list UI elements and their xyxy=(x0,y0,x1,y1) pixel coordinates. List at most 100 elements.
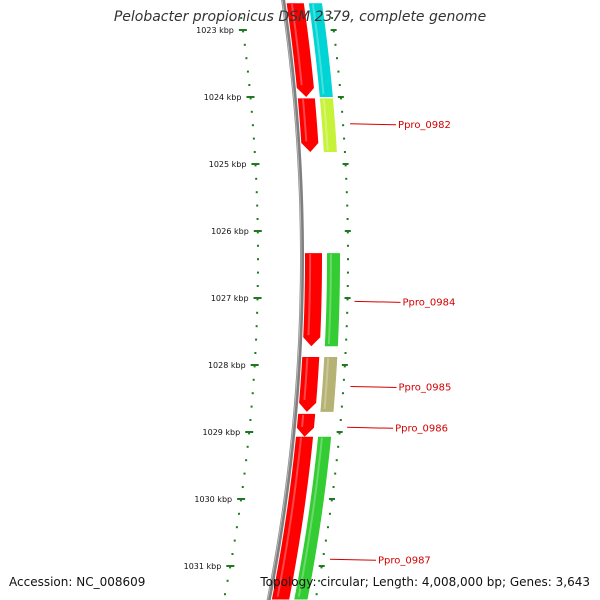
outer-ruler-tick xyxy=(342,163,349,165)
outer-ruler-tick xyxy=(344,230,351,232)
ruler-dot xyxy=(246,70,249,73)
ruler-tick-label: 1024 kbp xyxy=(204,93,242,102)
outer-ruler-dot xyxy=(330,499,333,502)
outer-ruler-dot xyxy=(346,218,349,220)
ruler-dot xyxy=(254,352,257,354)
gene-arrow xyxy=(297,98,319,152)
outer-ruler-dot xyxy=(318,579,321,582)
genome-title: Pelobacter propionicus DSM 2379, complet… xyxy=(113,9,487,25)
outer-ruler-dot xyxy=(345,338,348,341)
gene-label: Ppro_0984 xyxy=(402,297,455,308)
outer-ruler-dot xyxy=(332,30,335,33)
outer-ruler-dot xyxy=(345,325,348,328)
ruler-dot xyxy=(250,405,253,408)
outer-ruler-dot xyxy=(344,352,347,354)
gene-band xyxy=(324,253,340,347)
ruler-tick xyxy=(250,364,259,366)
gene-leader-line xyxy=(350,123,397,126)
ruler-tick-label: 1023 kbp xyxy=(196,26,234,35)
ruler-dot xyxy=(250,110,253,113)
outer-ruler-tick xyxy=(330,29,337,31)
ruler-dots xyxy=(223,17,259,596)
gene-highlight xyxy=(327,254,332,345)
outer-ruler-dot xyxy=(339,97,342,100)
ruler-dot xyxy=(248,432,251,435)
outer-ruler-dot xyxy=(347,258,349,261)
outer-ruler-dot xyxy=(315,593,318,596)
gene-highlight xyxy=(302,99,308,142)
ruler-dot xyxy=(256,298,259,301)
ruler-dot xyxy=(249,97,252,100)
gene-arrow xyxy=(286,3,314,98)
outer-ruler-dot xyxy=(332,486,335,488)
ruler-dot xyxy=(256,271,259,274)
ruler-dot xyxy=(231,553,234,555)
outer-ruler-dot xyxy=(320,566,323,569)
ruler-dot xyxy=(253,151,256,153)
ruler-dot xyxy=(251,392,254,395)
ruler-tick xyxy=(238,29,247,31)
outer-ruler-dot xyxy=(339,419,342,421)
outer-ruler-dot xyxy=(346,244,349,247)
outer-ruler-dot xyxy=(342,378,345,381)
outer-ruler-dot xyxy=(334,472,337,475)
gene-leader-line xyxy=(350,385,397,388)
gene-leader-line xyxy=(354,300,401,303)
ruler-tick-label: 1028 kbp xyxy=(208,361,246,370)
outer-ruler-dot xyxy=(337,445,340,448)
outer-ruler-dot xyxy=(346,204,349,207)
outer-ruler-dot xyxy=(322,553,325,555)
ruler-dot xyxy=(248,84,251,86)
outer-ruler-tick xyxy=(328,498,335,500)
outer-ruler-tick xyxy=(336,431,343,433)
outer-ruler-dot xyxy=(343,137,346,140)
backbone-highlight xyxy=(267,0,302,600)
gene-highlight xyxy=(276,437,303,597)
gene-highlight xyxy=(323,357,330,410)
outer-ruler-dot xyxy=(326,526,329,529)
backbone-arc xyxy=(266,0,304,600)
outer-ruler-dot xyxy=(346,231,349,234)
gene-band xyxy=(320,356,338,412)
outer-ruler-dot xyxy=(346,298,349,301)
ruler-tick-label: 1025 kbp xyxy=(209,160,247,169)
outer-ruler-dot xyxy=(344,164,347,167)
ruler-dot xyxy=(251,124,254,127)
gene-highlight xyxy=(322,99,329,151)
gene-arrow xyxy=(296,413,316,437)
gene-highlight xyxy=(311,4,325,95)
outer-ruler-dot xyxy=(331,17,334,19)
gene-leader-line xyxy=(329,558,376,561)
accession-text: Accession: NC_008609 xyxy=(9,575,146,589)
ruler-dot xyxy=(233,539,236,542)
ruler-dot xyxy=(256,285,259,287)
ruler-dot xyxy=(223,593,226,596)
genome-stats-text: Topology: circular; Length: 4,008,000 bp… xyxy=(260,575,590,589)
gene-band xyxy=(294,436,332,600)
outer-ruler-dot xyxy=(345,177,348,180)
outer-ruler-tick xyxy=(341,364,348,366)
ruler-dot xyxy=(243,472,246,475)
outer-ruler-dot xyxy=(328,512,331,515)
ruler-dot xyxy=(254,164,257,167)
outer-ruler-dot xyxy=(324,539,327,542)
ruler-tick-label: 1027 kbp xyxy=(211,294,249,303)
gene-highlight xyxy=(301,414,305,428)
gene-arrow xyxy=(271,436,314,600)
ruler-dot xyxy=(256,204,259,207)
ruler-tick xyxy=(237,498,246,500)
ruler-dot xyxy=(252,378,255,381)
gene-highlight xyxy=(303,357,309,401)
ruler-tick-label: 1030 kbp xyxy=(194,495,232,504)
ruler-dot xyxy=(243,43,246,46)
genome-backbone xyxy=(266,0,304,600)
ruler-dot xyxy=(255,338,258,341)
gene-highlight xyxy=(290,4,303,86)
outer-ruler-dot xyxy=(346,271,349,274)
ruler-dot xyxy=(245,459,248,462)
ruler-dot xyxy=(256,244,259,247)
outer-ruler-dot xyxy=(334,43,337,46)
ruler-dot xyxy=(242,30,245,33)
ruler-tick-label: 1026 kbp xyxy=(211,227,249,236)
